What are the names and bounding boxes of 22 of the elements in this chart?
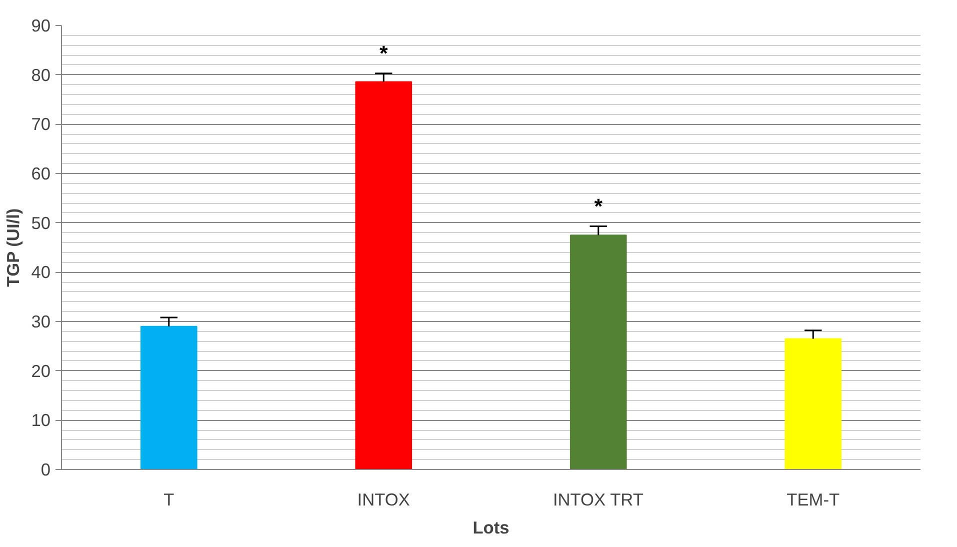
y-tick-label: 20 <box>31 360 51 381</box>
x-tick-label: T <box>164 490 175 510</box>
bar <box>355 81 412 470</box>
y-tick-label: 30 <box>31 312 51 332</box>
y-axis-title: TGP (UI/l) <box>3 208 24 287</box>
y-tick-label: 70 <box>31 114 51 134</box>
y-tick-label: 90 <box>31 16 51 36</box>
y-tick-label: 80 <box>31 64 51 85</box>
y-tick-label: 40 <box>31 262 51 282</box>
y-tick-label: 50 <box>31 212 51 233</box>
bar <box>140 326 198 470</box>
y-tick-label: 60 <box>31 164 51 184</box>
y-tick-label: 10 <box>31 410 51 430</box>
bar <box>570 234 627 470</box>
x-tick-label: INTOX <box>357 490 410 510</box>
annotation: * <box>594 194 604 218</box>
bar <box>784 338 842 470</box>
x-tick-label: TEM-T <box>786 490 840 510</box>
x-axis-title: Lots <box>472 518 510 538</box>
annotation: * <box>379 41 388 66</box>
y-tick-label: 0 <box>40 460 51 480</box>
x-tick-label: INTOX TRT <box>552 490 644 510</box>
